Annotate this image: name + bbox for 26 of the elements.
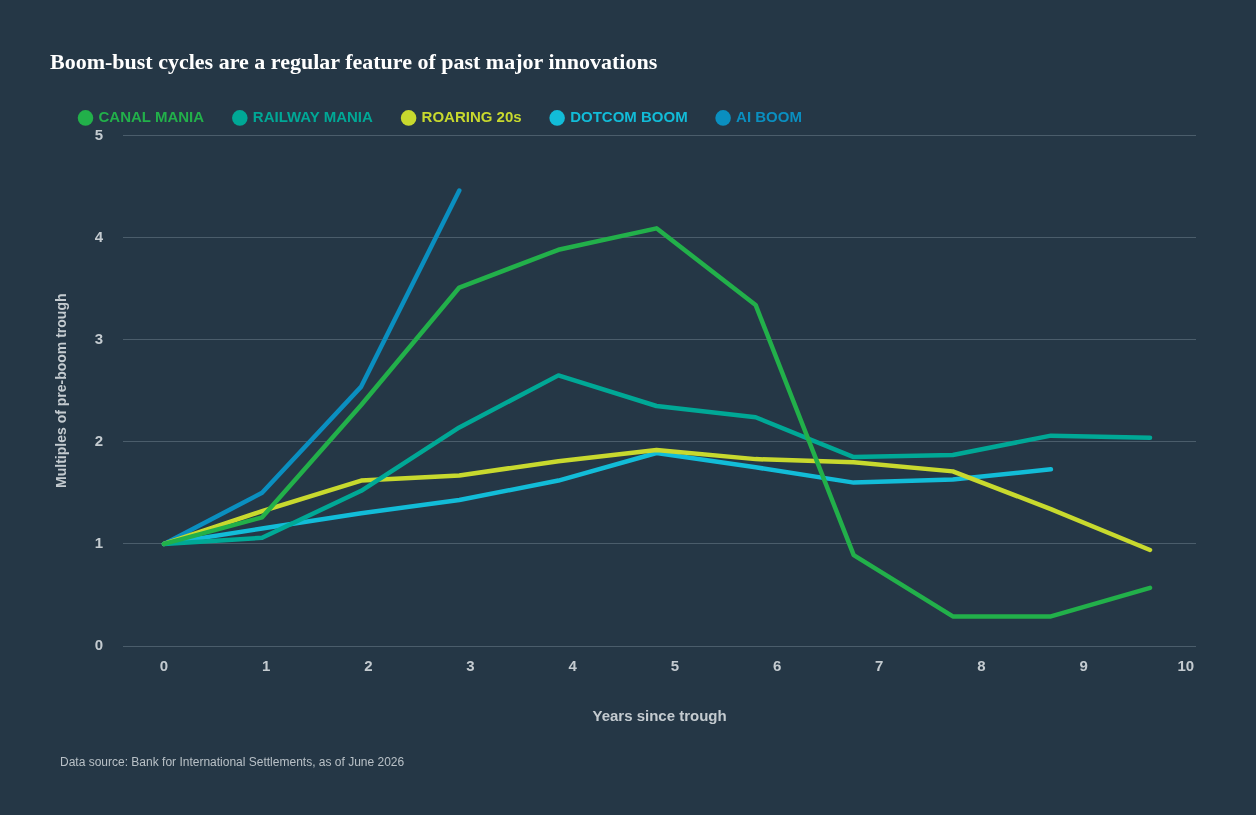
y-tick-label: 2 (94, 431, 104, 449)
y-tick-label: 4 (94, 227, 104, 245)
legend-label: RAILWAY MANIA (252, 108, 373, 126)
x-tick-label: 7 (875, 657, 884, 675)
legend-label: ROARING 20s (421, 108, 522, 126)
x-tick-label: 2 (364, 657, 373, 675)
x-tick-label: 1 (262, 657, 271, 675)
source-note: Data source: Bank for International Settlements, as of June 2026 (60, 755, 405, 769)
legend-label: CANAL MANIA (98, 108, 205, 126)
x-tick-label: 0 (159, 657, 169, 675)
x-tick-label: 10 (1177, 657, 1195, 675)
x-axis-title: Years since trough (592, 707, 727, 725)
y-tick-label: 1 (94, 534, 104, 552)
x-tick-label: 4 (568, 657, 578, 675)
x-tick-label: 9 (1079, 657, 1088, 675)
x-tick-label: 6 (772, 657, 782, 675)
y-tick-label: 3 (94, 329, 104, 347)
x-tick-label: 8 (977, 657, 986, 675)
legend-label: AI BOOM (736, 108, 802, 126)
x-tick-label: 5 (670, 657, 680, 675)
y-axis-title: Multiples of pre-boom trough (53, 293, 70, 488)
chart-title: Boom-bust cycles are a regular feature of past major innovations (50, 48, 658, 74)
legend-label: DOTCOM BOOM (570, 108, 688, 126)
y-tick-label: 5 (94, 125, 104, 143)
x-tick-label: 3 (466, 657, 475, 675)
y-tick-label: 0 (94, 636, 104, 654)
